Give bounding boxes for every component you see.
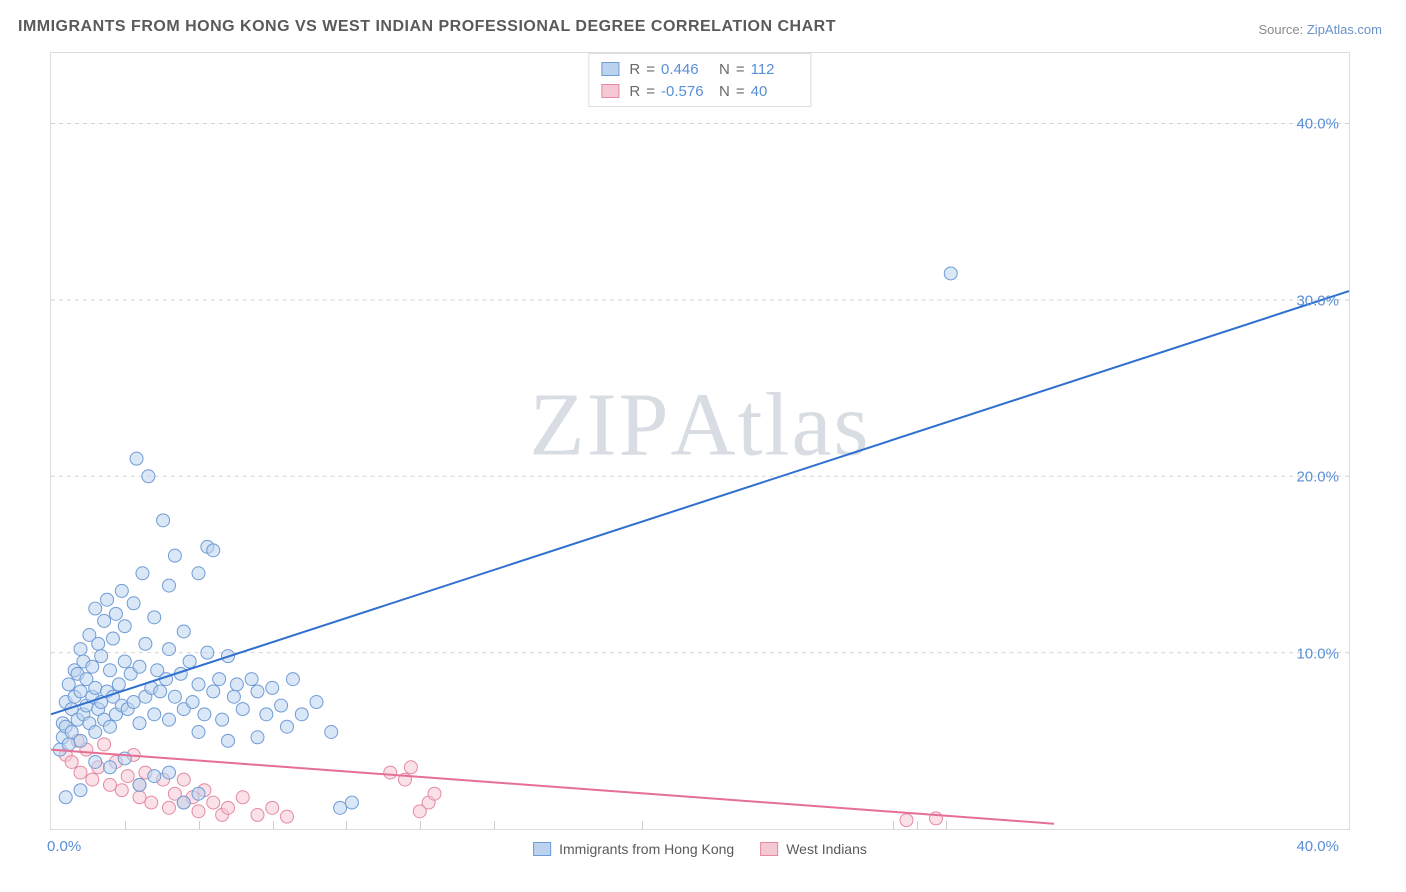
bottom-legend-item-1: Immigrants from Hong Kong — [533, 841, 734, 857]
equals-icon: = — [736, 83, 745, 100]
source-attribution: Source: ZipAtlas.com — [1258, 22, 1382, 37]
stat-n-label: N — [719, 61, 730, 78]
chart-plot-area: ZIPAtlas 10.0%20.0%30.0%40.0% R = 0.446 … — [50, 52, 1350, 830]
y-tick-label: 40.0% — [1296, 115, 1339, 132]
chart-svg — [51, 53, 1349, 829]
y-tick-label: 20.0% — [1296, 469, 1339, 486]
scatter-series-hong-kong — [53, 267, 957, 814]
stat-legend-box: R = 0.446 N = 112 R = -0.576 N = 40 — [588, 53, 811, 107]
scatter-series-west-indians — [59, 734, 942, 826]
stat-r-label: R — [629, 83, 640, 100]
legend-swatch-hong-kong — [601, 62, 619, 76]
y-tick-label: 10.0% — [1296, 646, 1339, 663]
x-tick-mark — [946, 821, 947, 829]
x-tick-mark — [893, 821, 894, 829]
equals-icon: = — [736, 61, 745, 78]
equals-icon: = — [646, 61, 655, 78]
source-label: Source: — [1258, 22, 1306, 37]
legend-swatch-west-indians — [760, 842, 778, 856]
x-tick-mark — [346, 821, 347, 829]
source-link[interactable]: ZipAtlas.com — [1307, 22, 1382, 37]
stat-legend-row-1: R = 0.446 N = 112 — [601, 58, 798, 80]
x-tick-left: 0.0% — [47, 838, 81, 855]
stat-n-value-1: 112 — [751, 61, 799, 78]
chart-title: IMMIGRANTS FROM HONG KONG VS WEST INDIAN… — [18, 18, 836, 36]
legend-swatch-west-indians — [601, 84, 619, 98]
x-tick-mark — [199, 821, 200, 829]
x-tick-mark — [494, 821, 495, 829]
legend-label-west-indians: West Indians — [786, 841, 867, 857]
x-tick-mark — [420, 821, 421, 829]
bottom-legend: Immigrants from Hong Kong West Indians — [533, 841, 867, 857]
x-tick-mark — [917, 821, 918, 829]
bottom-legend-item-2: West Indians — [760, 841, 867, 857]
stat-r-value-1: 0.446 — [661, 61, 709, 78]
x-tick-mark — [642, 821, 643, 829]
stat-r-value-2: -0.576 — [661, 83, 709, 100]
x-tick-mark — [125, 821, 126, 829]
equals-icon: = — [646, 83, 655, 100]
gridlines — [51, 124, 1349, 653]
legend-swatch-hong-kong — [533, 842, 551, 856]
stat-legend-row-2: R = -0.576 N = 40 — [601, 80, 798, 102]
regression-lines — [51, 291, 1349, 824]
stat-n-label: N — [719, 83, 730, 100]
y-tick-label: 30.0% — [1296, 292, 1339, 309]
stat-r-label: R — [629, 61, 640, 78]
x-tick-mark — [273, 821, 274, 829]
stat-n-value-2: 40 — [751, 83, 799, 100]
legend-label-hong-kong: Immigrants from Hong Kong — [559, 841, 734, 857]
x-tick-right: 40.0% — [1296, 838, 1339, 855]
